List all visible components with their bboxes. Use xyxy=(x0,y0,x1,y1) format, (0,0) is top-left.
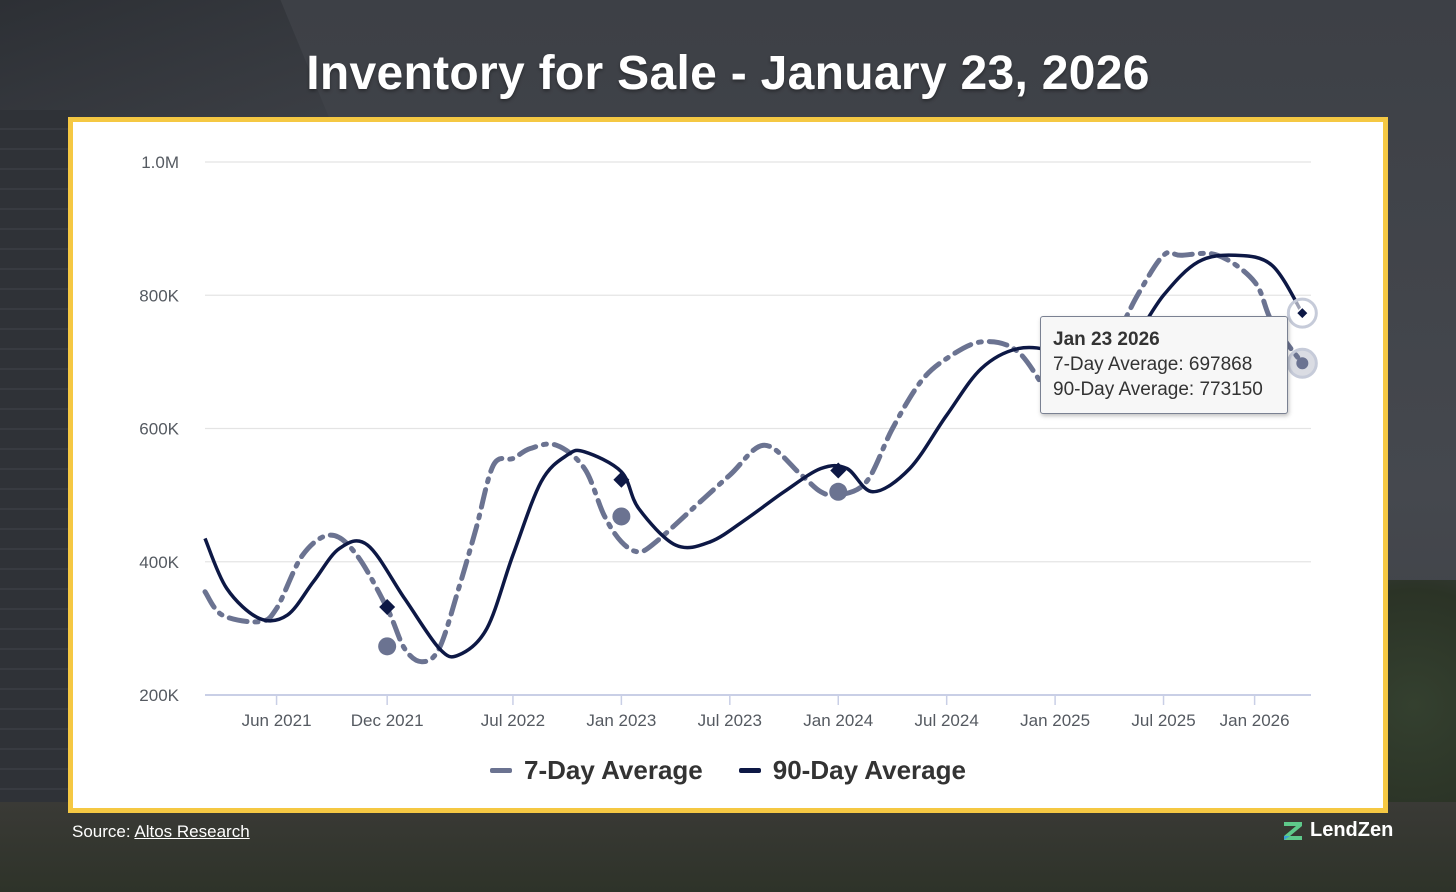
marker-7day xyxy=(1296,357,1309,370)
source-link[interactable]: Altos Research xyxy=(134,822,250,841)
legend-swatch-7day xyxy=(490,767,513,773)
page-title: Inventory for Sale - January 23, 2026 xyxy=(306,47,1150,100)
chart-legend: 7-Day Average 90-Day Average xyxy=(73,752,1383,788)
brand-name: LendZen xyxy=(1310,819,1394,841)
series-line-7day xyxy=(202,249,1305,665)
x-tick-label: Jul 2022 xyxy=(481,711,545,730)
brand-logo: LendZen xyxy=(1282,819,1393,842)
x-tick-label: Dec 2021 xyxy=(351,711,424,730)
tooltip-date: Jan 23 2026 xyxy=(1053,329,1160,350)
background-ground xyxy=(0,802,1456,892)
marker-90day xyxy=(613,471,630,488)
legend-label-7day: 7-Day Average xyxy=(524,754,703,785)
chart-frame: 200K 400K 600K 800K 1.0M Jun 2021 Dec 2021 Jul … xyxy=(68,117,1388,813)
x-tick-label: Jan 2026 xyxy=(1220,711,1290,730)
x-tick-label: Jan 2024 xyxy=(803,711,873,730)
marker-7day xyxy=(378,637,397,656)
x-tick-label: Jul 2023 xyxy=(698,711,762,730)
marker-90day xyxy=(379,599,396,616)
tooltip-7day-value: 7-Day Average: 697868 xyxy=(1053,354,1253,375)
background-wall xyxy=(0,110,70,892)
marker-90day xyxy=(830,462,847,479)
marker-90day xyxy=(1295,306,1310,321)
background-roof xyxy=(0,0,330,120)
legend-label-90day: 90-Day Average xyxy=(772,754,966,785)
x-tick-label: Jan 2025 xyxy=(1020,711,1090,730)
y-tick-label: 1.0M xyxy=(141,153,179,172)
legend-item-7day[interactable]: 7-Day Average xyxy=(490,755,703,786)
source-credit: Source: Altos Research xyxy=(72,822,250,842)
chart-tooltip: Jan 23 2026 7-Day Average: 697868 90-Day… xyxy=(1040,316,1288,414)
legend-swatch-90day xyxy=(738,767,761,773)
y-tick-label: 200K xyxy=(139,686,179,705)
tooltip-90day-value: 90-Day Average: 773150 xyxy=(1053,379,1263,400)
x-tick-label: Jul 2025 xyxy=(1131,711,1195,730)
lendzen-logo-icon xyxy=(1284,821,1302,840)
source-prefix: Source: xyxy=(72,822,131,841)
y-tick-label: 800K xyxy=(139,286,179,305)
y-tick-label: 400K xyxy=(139,553,179,572)
x-tick-label: Jan 2023 xyxy=(586,711,656,730)
marker-7day xyxy=(829,482,848,501)
x-tick-label: Jul 2024 xyxy=(915,711,979,730)
legend-item-90day[interactable]: 90-Day Average xyxy=(738,754,966,786)
x-tick-label: Jun 2021 xyxy=(242,711,312,730)
line-chart[interactable]: 200K 400K 600K 800K 1.0M Jun 2021 Dec 2021 Jul … xyxy=(73,122,1383,808)
marker-7day xyxy=(612,507,631,526)
y-tick-label: 600K xyxy=(139,420,179,439)
